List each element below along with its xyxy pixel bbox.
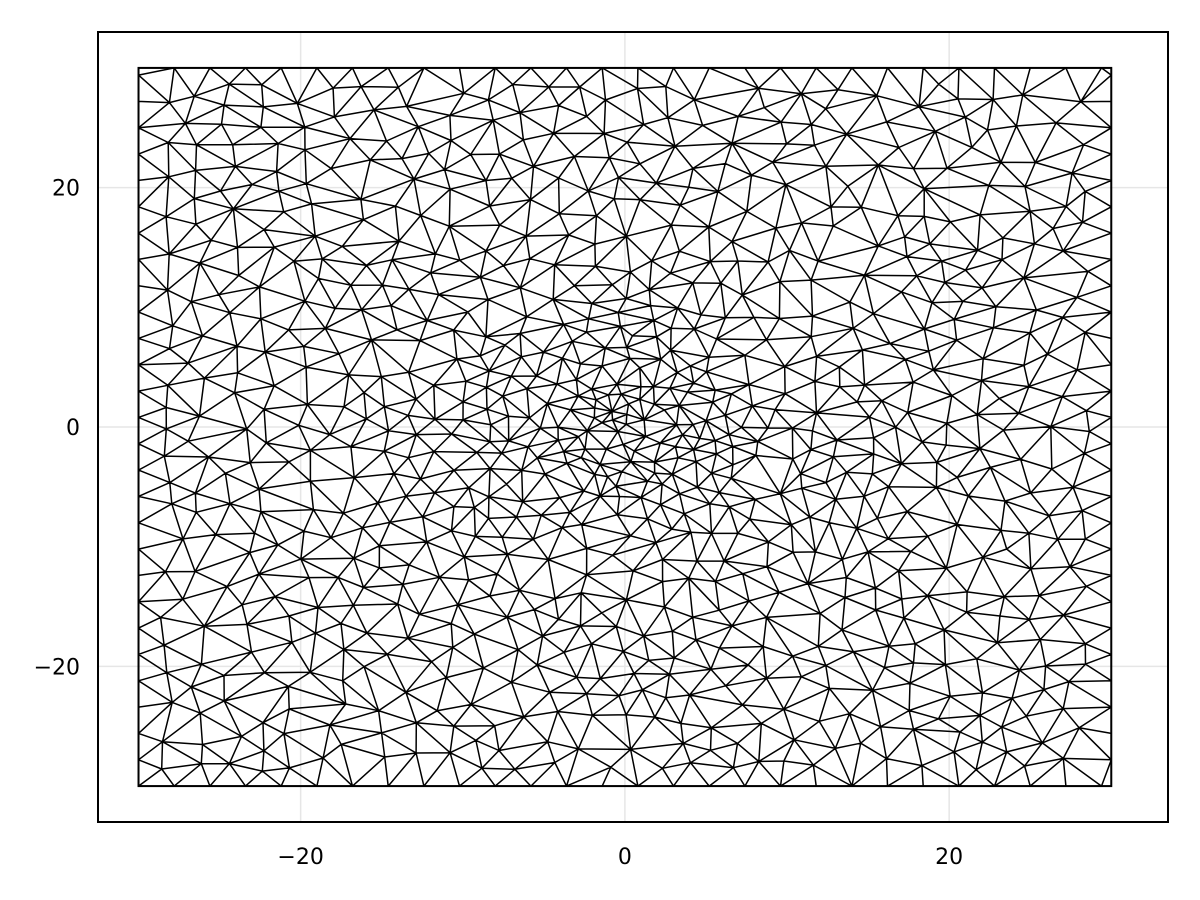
- x-tick-label: 20: [935, 845, 963, 870]
- y-tick-label: 0: [66, 416, 80, 441]
- tick-labels: −20 0 20 20 0 −20: [34, 177, 964, 870]
- x-tick-label: 0: [618, 845, 632, 870]
- y-tick-label: −20: [34, 655, 80, 680]
- grid-lines: [98, 32, 1168, 822]
- y-tick-label: 20: [52, 177, 80, 202]
- domain-boundary: [137, 66, 1113, 788]
- axes-frame: [97, 31, 1169, 823]
- x-tick-label: −20: [277, 845, 323, 870]
